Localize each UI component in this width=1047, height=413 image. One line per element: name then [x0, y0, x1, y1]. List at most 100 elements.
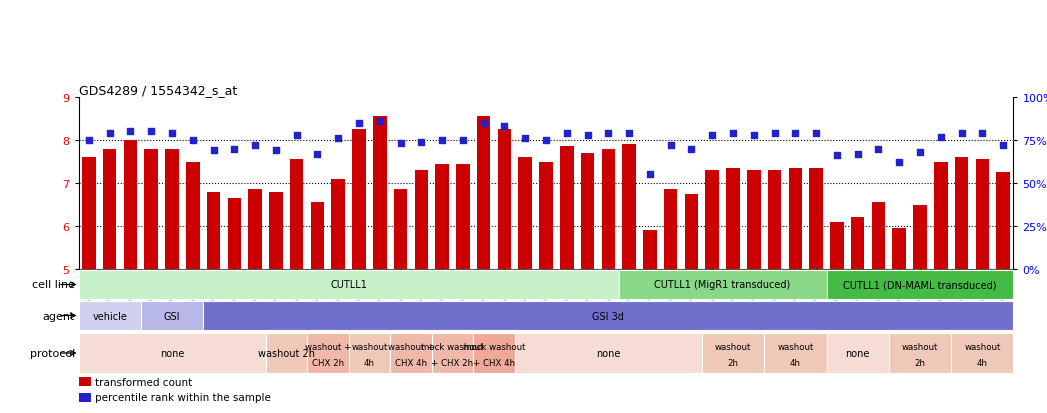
Bar: [809, 169, 823, 269]
Point: [953, 131, 970, 137]
Bar: [581, 154, 595, 269]
Point: [663, 142, 680, 149]
Point: [268, 148, 285, 154]
Text: 2h: 2h: [914, 358, 926, 367]
Text: washout 2h: washout 2h: [258, 348, 315, 358]
Point: [974, 131, 990, 137]
Text: CUTLL1: CUTLL1: [330, 280, 367, 290]
Bar: [436, 164, 449, 269]
Point: [226, 146, 243, 152]
Point: [122, 129, 139, 135]
Bar: [497, 130, 511, 269]
Bar: [186, 162, 200, 269]
Bar: [664, 190, 677, 269]
Text: + CHX 4h: + CHX 4h: [473, 358, 515, 367]
Text: washout +: washout +: [387, 342, 435, 351]
Bar: [851, 218, 865, 269]
Point: [912, 150, 929, 156]
Point: [995, 142, 1011, 149]
Text: washout: washout: [777, 342, 814, 351]
Text: washout: washout: [964, 342, 1001, 351]
Point: [933, 134, 950, 140]
Bar: [826, 271, 1013, 299]
Point: [184, 138, 201, 144]
Bar: [266, 333, 307, 373]
Bar: [207, 192, 220, 269]
Bar: [685, 194, 698, 269]
Point: [725, 131, 741, 137]
Bar: [227, 199, 241, 269]
Bar: [622, 145, 636, 269]
Point: [828, 153, 845, 159]
Bar: [889, 333, 951, 373]
Point: [393, 141, 409, 147]
Bar: [951, 333, 1013, 373]
Bar: [307, 333, 349, 373]
Bar: [352, 130, 365, 269]
Point: [163, 131, 180, 137]
Bar: [79, 393, 91, 402]
Point: [102, 131, 118, 137]
Bar: [203, 301, 1013, 330]
Text: none: none: [596, 348, 621, 358]
Bar: [826, 333, 889, 373]
Point: [849, 151, 866, 158]
Point: [309, 151, 326, 158]
Point: [538, 138, 555, 144]
Bar: [539, 162, 553, 269]
Point: [413, 139, 429, 146]
Bar: [602, 149, 615, 269]
Text: washout +: washout +: [305, 342, 351, 351]
Point: [288, 132, 305, 139]
Bar: [643, 231, 656, 269]
Text: mock washout: mock washout: [421, 342, 484, 351]
Bar: [473, 333, 515, 373]
Bar: [431, 333, 473, 373]
Text: mock washout: mock washout: [463, 342, 526, 351]
Bar: [165, 149, 179, 269]
Bar: [518, 158, 532, 269]
Point: [496, 123, 513, 130]
Bar: [764, 333, 826, 373]
Text: washout: washout: [351, 342, 387, 351]
Bar: [706, 171, 719, 269]
Point: [351, 120, 367, 127]
Bar: [82, 158, 95, 269]
Bar: [79, 377, 91, 386]
Bar: [477, 117, 490, 269]
Bar: [727, 169, 740, 269]
Bar: [290, 160, 304, 269]
Bar: [701, 333, 764, 373]
Point: [621, 131, 638, 137]
Bar: [415, 171, 428, 269]
Text: cell line: cell line: [31, 280, 74, 290]
Text: vehicle: vehicle: [92, 311, 127, 321]
Bar: [332, 179, 346, 269]
Bar: [79, 301, 141, 330]
Bar: [560, 147, 574, 269]
Point: [81, 138, 97, 144]
Text: protocol: protocol: [29, 348, 74, 358]
Point: [600, 131, 617, 137]
Bar: [124, 141, 137, 269]
Point: [870, 146, 887, 152]
Text: agent: agent: [43, 311, 74, 321]
Bar: [872, 203, 885, 269]
Point: [330, 135, 347, 142]
Bar: [747, 171, 760, 269]
Bar: [619, 271, 826, 299]
Bar: [373, 117, 386, 269]
Point: [517, 135, 534, 142]
Text: transformed count: transformed count: [95, 377, 193, 387]
Bar: [976, 160, 989, 269]
Point: [704, 132, 720, 139]
Point: [372, 119, 388, 125]
Text: washout: washout: [715, 342, 751, 351]
Point: [683, 146, 699, 152]
Text: 4h: 4h: [364, 358, 375, 367]
Text: none: none: [160, 348, 184, 358]
Point: [787, 131, 804, 137]
Bar: [103, 149, 116, 269]
Point: [454, 138, 471, 144]
Text: CHX 2h: CHX 2h: [312, 358, 343, 367]
